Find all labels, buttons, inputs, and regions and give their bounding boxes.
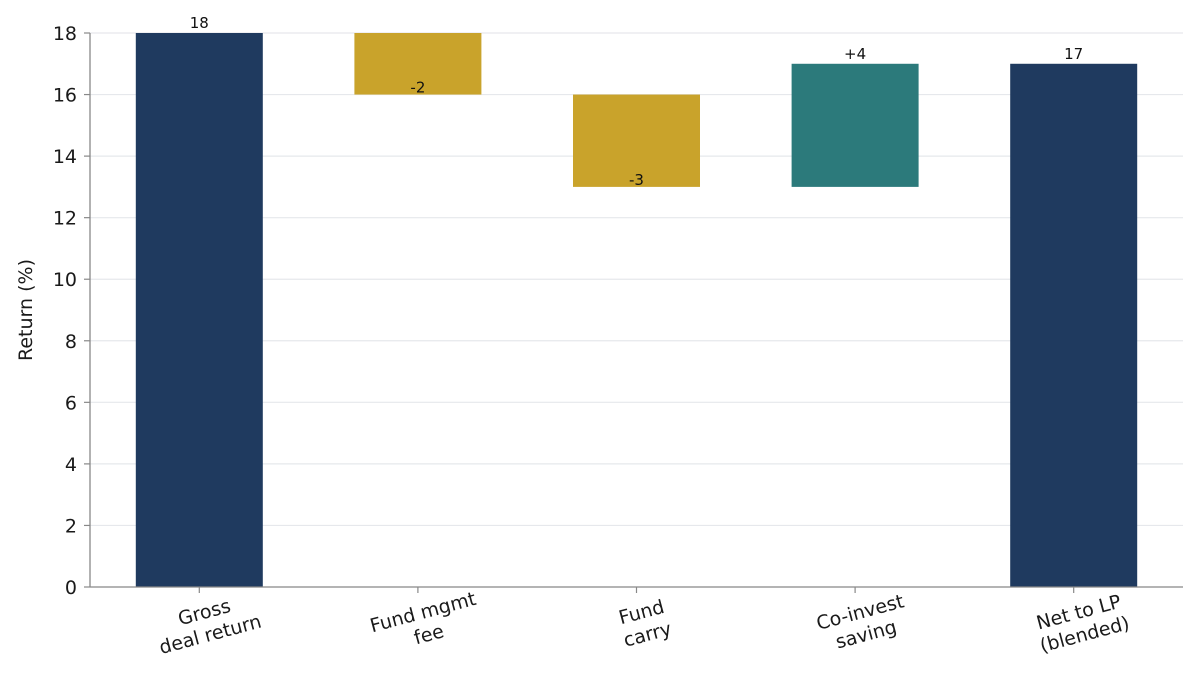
data-label-3: -3: [629, 171, 644, 189]
gridlines: [90, 32, 1183, 527]
y-tick-label: 10: [53, 269, 77, 291]
data-label-2: -2: [410, 79, 425, 97]
y-tick-label: 18: [53, 23, 77, 45]
bar-1: [135, 33, 263, 587]
bars: [135, 33, 1138, 588]
y-ticks: 0 2 4 6 8 10 12 14 16 18: [53, 23, 90, 599]
y-tick-label: 8: [65, 331, 77, 353]
data-labels: 18 -2 -3 +4 17: [190, 14, 1083, 189]
data-label-5: 17: [1064, 45, 1083, 63]
bar-4: [791, 63, 919, 187]
bar-5: [1010, 63, 1138, 588]
bar-3: [573, 94, 700, 187]
y-tick-label: 2: [65, 515, 77, 537]
data-label-4: +4: [844, 45, 866, 63]
y-tick-label: 0: [65, 577, 77, 599]
y-tick-label: 14: [53, 146, 77, 168]
y-tick-label: 6: [65, 392, 77, 414]
y-tick-label: 12: [53, 208, 77, 230]
data-label-1: 18: [190, 14, 209, 32]
y-axis-title: Return (%): [15, 259, 37, 361]
bar-2: [354, 33, 482, 95]
x-tick-label-5: Net to LP(blended): [1034, 591, 1132, 658]
y-tick-label: 4: [65, 454, 77, 476]
y-tick-label: 16: [53, 85, 77, 107]
